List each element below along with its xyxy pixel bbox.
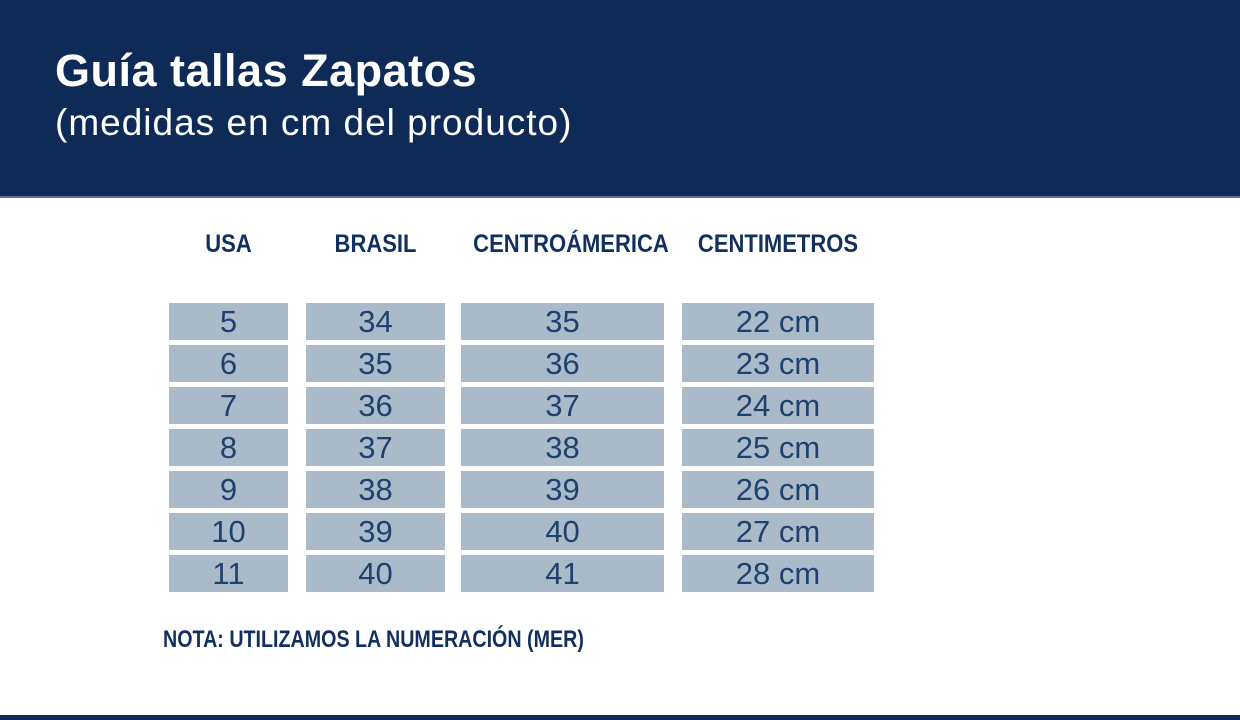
size-cell: 37 <box>306 429 445 466</box>
size-cell: 11 <box>169 555 288 592</box>
size-cell: 28 cm <box>682 555 874 592</box>
size-column-brasil: 34 35 36 37 38 39 40 <box>306 303 445 597</box>
size-cell: 35 <box>306 345 445 382</box>
page-subtitle: (medidas en cm del producto) <box>55 102 573 143</box>
size-cell: 6 <box>169 345 288 382</box>
column-header-usa: USA <box>205 230 252 258</box>
size-cell: 36 <box>461 345 664 382</box>
size-cell: 40 <box>461 513 664 550</box>
size-cell: 8 <box>169 429 288 466</box>
size-cell: 38 <box>461 429 664 466</box>
size-cell: 35 <box>461 303 664 340</box>
size-cell: 24 cm <box>682 387 874 424</box>
size-cell: 26 cm <box>682 471 874 508</box>
footer-bar <box>0 715 1240 720</box>
size-cell: 36 <box>306 387 445 424</box>
size-cell: 10 <box>169 513 288 550</box>
size-column-centimetros: 22 cm 23 cm 24 cm 25 cm 26 cm 27 cm 28 cm <box>682 303 874 597</box>
size-cell: 23 cm <box>682 345 874 382</box>
size-cell: 41 <box>461 555 664 592</box>
note-text: NOTA: UTILIZAMOS LA NUMERACIÓN (MER) <box>163 626 584 653</box>
size-cell: 7 <box>169 387 288 424</box>
size-cell: 39 <box>461 471 664 508</box>
size-cell: 22 cm <box>682 303 874 340</box>
size-cell: 37 <box>461 387 664 424</box>
size-cell: 25 cm <box>682 429 874 466</box>
size-cell: 34 <box>306 303 445 340</box>
size-cell: 39 <box>306 513 445 550</box>
column-header-brasil: BRASIL <box>334 230 417 258</box>
size-cell: 5 <box>169 303 288 340</box>
page-title: Guía tallas Zapatos <box>55 45 478 96</box>
size-cell: 9 <box>169 471 288 508</box>
column-header-centroámerica: CENTROÁMERICA <box>473 230 669 258</box>
size-cell: 38 <box>306 471 445 508</box>
header-band: Guía tallas Zapatos (medidas en cm del p… <box>0 0 1240 198</box>
size-cell: 27 cm <box>682 513 874 550</box>
size-column-usa: 5 6 7 8 9 10 11 <box>169 303 288 597</box>
size-cell: 40 <box>306 555 445 592</box>
size-column-centroámerica: 35 36 37 38 39 40 41 <box>461 303 664 597</box>
column-header-centimetros: CENTIMETROS <box>697 230 859 258</box>
